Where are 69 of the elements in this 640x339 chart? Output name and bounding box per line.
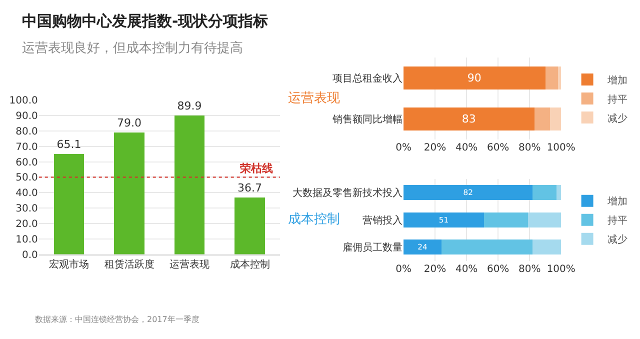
bar (54, 154, 84, 254)
x-tick-label: 60% (486, 264, 510, 275)
legend-label: 减少 (607, 112, 628, 124)
y-tick-label: 30.0 (16, 204, 38, 215)
bar (550, 108, 562, 130)
y-tick-label: 雇佣员工数量 (342, 242, 403, 254)
y-tick-label: 100.0 (9, 96, 38, 107)
chart-subtitle: 运营表现良好，但成本控制力有待提高 (22, 40, 243, 56)
legend-label: 减少 (607, 234, 628, 246)
bar (404, 66, 546, 90)
x-tick-label: 宏观市场 (49, 258, 90, 270)
x-tick-label: 80% (518, 264, 541, 275)
source-note: 数据来源：中国连锁经营协会，2017年一季度 (35, 315, 200, 324)
bar (558, 66, 562, 90)
data-label: 90 (467, 71, 482, 84)
x-tick-label: 100% (546, 142, 576, 154)
bar (534, 108, 550, 130)
bar (545, 66, 558, 90)
y-tick-label: 60.0 (16, 157, 38, 168)
bar (174, 116, 205, 254)
y-tick-label: 50.0 (16, 172, 38, 184)
y-tick-label: 20.0 (16, 218, 38, 230)
y-tick-label: 营销投入 (362, 214, 403, 226)
x-tick-label: 60% (486, 142, 510, 154)
bar (532, 240, 562, 255)
bar (528, 212, 562, 228)
ref-line-label: 荣枯线 (239, 162, 273, 175)
bar (404, 212, 484, 228)
chart-title: 中国购物中心发展指数-现状分项指标 (22, 12, 268, 30)
y-tick-label: 40.0 (16, 188, 38, 200)
x-tick-label: 运营表现 (170, 258, 210, 270)
x-tick-label: 40% (455, 142, 478, 154)
bar (532, 184, 556, 200)
x-tick-label: 100% (546, 264, 576, 275)
data-label: 89.9 (177, 100, 202, 113)
bar (404, 184, 533, 200)
legend-label: 增加 (606, 196, 628, 208)
y-tick-label: 90.0 (16, 111, 38, 122)
bar (234, 198, 265, 254)
x-tick-label: 20% (424, 264, 446, 275)
text: 成本控制 (288, 212, 340, 227)
x-tick-label: 0% (396, 264, 412, 275)
data-label: 79.0 (117, 116, 142, 130)
bar (556, 184, 562, 200)
bar (441, 240, 533, 255)
legend-label: 持平 (607, 93, 628, 106)
y-tick-label: 0.0 (22, 250, 38, 261)
bar (404, 108, 534, 130)
bar (114, 132, 144, 254)
legend-label: 增加 (606, 74, 628, 86)
legend-label: 持平 (607, 214, 628, 227)
x-tick-label: 成本控制 (230, 258, 270, 270)
y-tick-label: 70.0 (16, 142, 38, 153)
y-tick-label: 大数据及零售新技术投入 (292, 187, 403, 200)
x-tick-label: 80% (518, 142, 541, 154)
y-tick-label: 10.0 (16, 234, 38, 246)
x-tick-label: 租赁活跃度 (104, 258, 154, 270)
data-label: 83 (462, 112, 476, 126)
y-tick-label: 项目总租金收入 (332, 72, 403, 84)
data-label: 65.1 (56, 138, 82, 151)
y-tick-label: 80.0 (16, 126, 38, 138)
x-tick-label: 0% (396, 142, 412, 154)
y-tick-label: 销售额同比增幅 (332, 113, 403, 126)
text: 运营表现 (288, 91, 340, 106)
bar (404, 240, 442, 255)
x-tick-label: 40% (455, 264, 478, 275)
data-label: 36.7 (238, 182, 262, 195)
x-tick-label: 20% (424, 142, 446, 154)
bar (484, 212, 528, 228)
